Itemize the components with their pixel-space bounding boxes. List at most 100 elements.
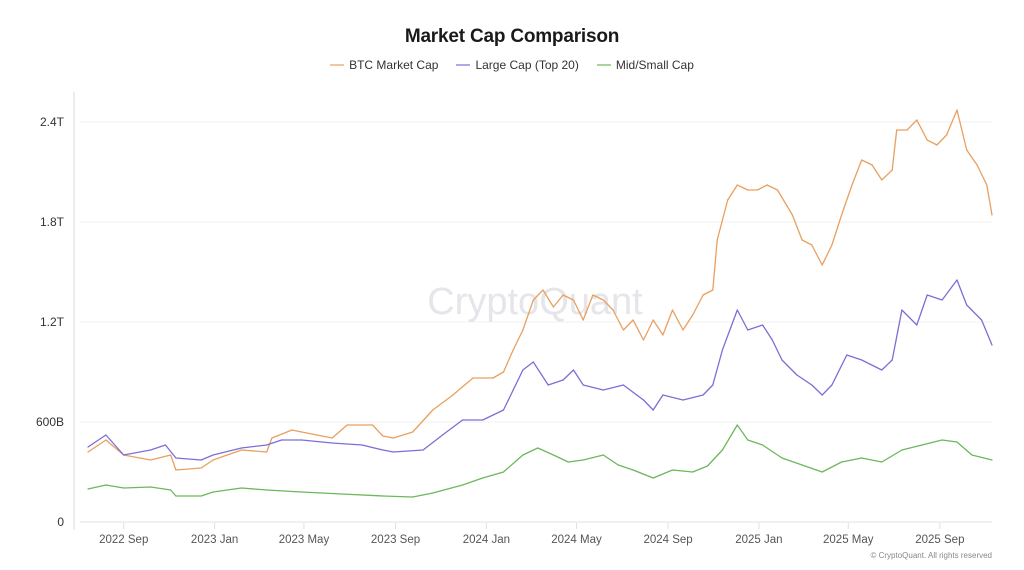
data-point bbox=[766, 184, 768, 186]
data-point bbox=[642, 339, 645, 341]
data-point bbox=[971, 454, 973, 456]
data-point bbox=[592, 294, 594, 296]
data-point bbox=[522, 369, 524, 371]
data-point bbox=[271, 437, 273, 439]
data-point bbox=[756, 189, 759, 191]
data-point bbox=[801, 239, 803, 241]
data-point bbox=[981, 319, 983, 321]
data-point bbox=[956, 279, 958, 281]
data-point bbox=[462, 419, 464, 421]
data-point bbox=[412, 496, 414, 498]
data-point bbox=[502, 471, 505, 473]
data-point bbox=[821, 394, 823, 396]
data-point bbox=[291, 429, 293, 431]
legend-item-mid-small-cap[interactable]: Mid/Small Cap bbox=[596, 58, 694, 72]
data-point bbox=[150, 459, 152, 461]
data-point bbox=[941, 299, 943, 301]
legend-item-large-cap[interactable]: Large Cap (Top 20) bbox=[456, 58, 579, 72]
y-tick-label: 0 bbox=[57, 515, 64, 529]
data-point bbox=[871, 164, 873, 166]
data-point bbox=[200, 467, 202, 469]
data-point bbox=[341, 493, 343, 495]
data-point bbox=[736, 309, 738, 311]
x-axis: 2022 Sep 2023 Jan 2023 May 2023 Sep 2024 Jan… bbox=[99, 523, 964, 546]
data-point bbox=[617, 464, 619, 466]
data-point bbox=[522, 329, 524, 331]
data-point bbox=[212, 454, 214, 456]
data-point bbox=[702, 294, 704, 296]
series-lines bbox=[87, 109, 993, 498]
data-point bbox=[946, 134, 948, 136]
x-tick-label: 2024 Sep bbox=[643, 534, 692, 546]
data-point bbox=[652, 477, 654, 479]
data-point bbox=[662, 394, 664, 396]
data-point bbox=[671, 309, 674, 311]
data-point bbox=[896, 129, 898, 131]
data-point bbox=[392, 451, 394, 453]
data-point bbox=[240, 447, 242, 449]
data-point bbox=[552, 454, 555, 456]
data-point bbox=[811, 244, 813, 246]
data-point bbox=[906, 129, 908, 131]
data-point bbox=[966, 304, 968, 306]
legend-item-btc[interactable]: BTC Market Cap bbox=[330, 58, 438, 72]
data-point bbox=[736, 184, 738, 186]
data-point bbox=[240, 487, 242, 489]
data-point bbox=[727, 199, 729, 201]
data-point bbox=[175, 495, 177, 497]
data-point bbox=[412, 431, 414, 433]
series-line-large-cap bbox=[87, 279, 993, 461]
data-point bbox=[266, 451, 268, 453]
data-point bbox=[991, 214, 993, 216]
x-tick-label: 2024 May bbox=[551, 534, 602, 546]
legend-swatch-btc bbox=[330, 64, 345, 66]
data-point bbox=[622, 384, 625, 386]
data-point bbox=[642, 399, 645, 401]
data-point bbox=[562, 379, 564, 381]
data-point bbox=[150, 449, 152, 451]
data-point bbox=[301, 491, 303, 493]
data-point bbox=[422, 449, 424, 451]
data-point bbox=[991, 459, 993, 461]
data-point bbox=[123, 487, 125, 489]
data-point bbox=[572, 299, 575, 301]
series-line-mid-small-cap bbox=[87, 424, 993, 498]
data-point bbox=[861, 359, 863, 361]
y-tick-label: 2.4T bbox=[40, 115, 65, 129]
data-point bbox=[537, 447, 539, 449]
data-point bbox=[916, 119, 918, 121]
legend-swatch-mid-small-cap bbox=[596, 64, 611, 66]
data-point bbox=[200, 459, 202, 461]
data-point bbox=[781, 359, 783, 361]
data-point bbox=[747, 329, 749, 331]
data-point bbox=[632, 469, 634, 471]
data-point bbox=[371, 424, 374, 426]
x-tick-label: 2025 Jan bbox=[735, 534, 782, 546]
data-point bbox=[796, 374, 798, 376]
data-point bbox=[87, 451, 89, 453]
data-point bbox=[562, 294, 564, 296]
data-point bbox=[671, 469, 674, 471]
data-point bbox=[512, 349, 514, 351]
data-point bbox=[170, 454, 172, 456]
x-tick-label: 2022 Sep bbox=[99, 534, 148, 546]
data-point bbox=[612, 309, 614, 311]
data-point bbox=[881, 179, 883, 181]
data-point bbox=[821, 471, 823, 473]
data-point bbox=[392, 437, 394, 439]
data-point bbox=[602, 454, 604, 456]
data-point bbox=[582, 319, 584, 321]
data-point bbox=[472, 377, 474, 379]
data-point bbox=[582, 459, 584, 461]
data-point bbox=[87, 488, 89, 490]
legend-label-large-cap: Large Cap (Top 20) bbox=[475, 58, 579, 72]
data-point bbox=[762, 324, 764, 326]
data-point bbox=[346, 424, 348, 426]
watermark: CryptoQuant bbox=[427, 281, 643, 323]
data-point bbox=[891, 169, 893, 171]
data-point bbox=[602, 299, 604, 301]
data-point bbox=[567, 461, 569, 463]
data-point bbox=[512, 389, 514, 391]
data-point bbox=[791, 214, 794, 216]
